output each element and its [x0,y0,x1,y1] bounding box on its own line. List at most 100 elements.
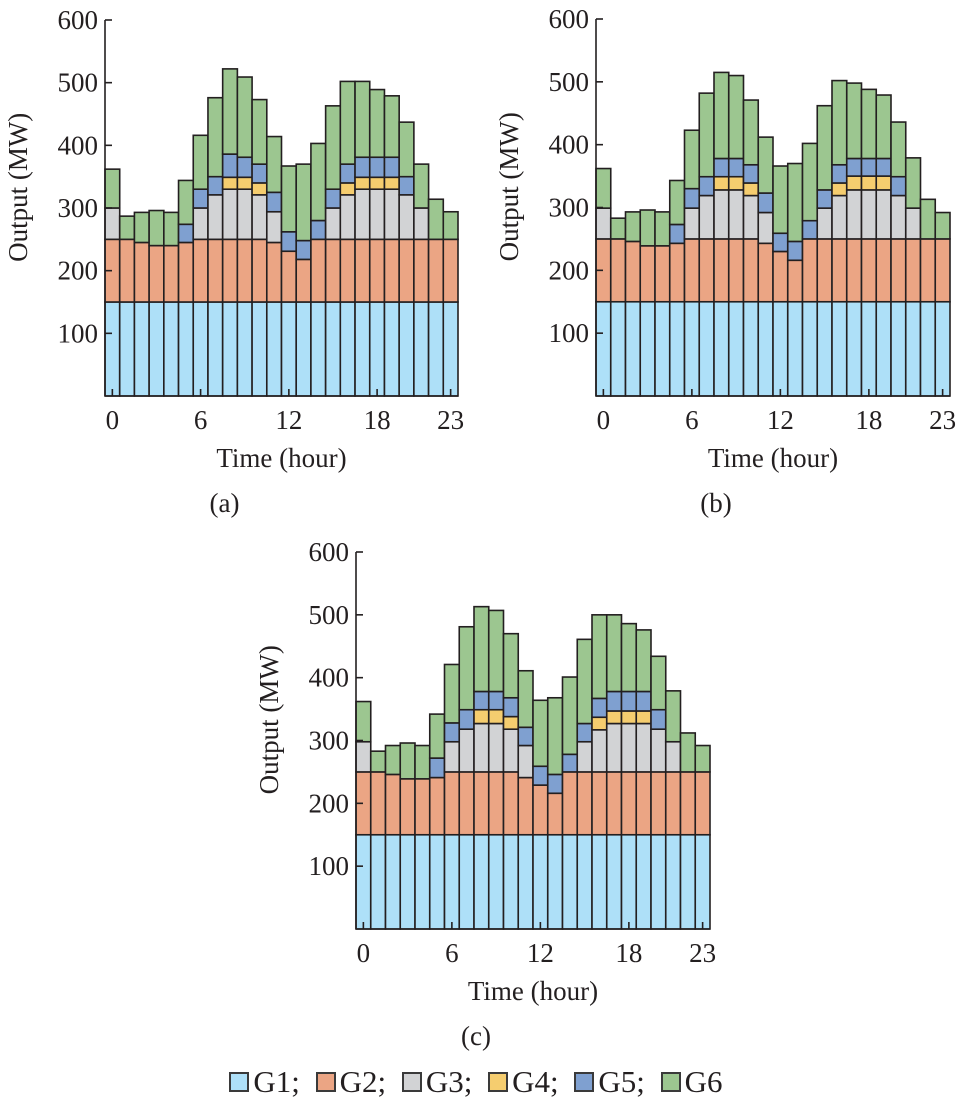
bar-segment-g2-hour-9 [487,771,505,836]
bar-segment-g2-hour-9 [236,238,253,303]
bar-segment-g3-hour-20 [650,728,667,773]
bar-segment-g5-hour-18 [368,156,386,179]
bar-segment-g1-hour-13 [546,833,564,930]
bar-segment-g1-hour-14 [561,833,579,930]
bar-segment-g3-hour-9 [236,188,253,241]
bar-segment-g5-hour-9 [236,156,253,179]
bar-segment-g6-hour-4 [163,211,180,247]
bar-segment-g2-hour-14 [310,238,327,303]
bar-segment-g4-hour-19 [383,176,400,190]
y-tick-label: 300 [309,726,350,756]
bar-segment-g1-hour-14 [801,300,819,397]
bar-segment-g3-hour-15 [576,740,593,773]
bar-segment-g2-hour-4 [654,245,671,303]
x-axis-title: Time (hour) [216,443,346,473]
bar-segment-g1-hour-5 [428,833,446,930]
bar-segment-g1-hour-9 [727,300,745,397]
y-tick-label: 200 [549,255,590,285]
bar-segment-g3-hour-18 [620,722,638,773]
bar-segment-g1-hour-1 [369,833,387,930]
bar-segment-g3-hour-11 [757,211,774,245]
bar-segment-g2-hour-17 [605,771,623,836]
bar-segment-g1-hour-2 [133,301,150,397]
bar-segment-g1-hour-13 [295,301,312,397]
bar-segment-g3-hour-18 [368,188,386,241]
bar-segment-g6-hour-4 [414,744,431,780]
bar-segment-g2-hour-5 [177,241,195,303]
bar-segment-g1-hour-12 [772,300,789,397]
bar-segment-g2-hour-22 [919,238,937,303]
bar-segment-g5-hour-17 [605,690,623,712]
bar-segment-g6-hour-1 [609,217,627,240]
bar-segment-g5-hour-10 [502,696,520,718]
bar-segment-g1-hour-22 [427,301,445,397]
bar-segment-g2-hour-6 [443,771,461,836]
bar-segment-g2-hour-15 [576,771,593,836]
bar-segment-g3-hour-19 [635,722,652,773]
bar-segment-g2-hour-8 [473,771,490,836]
bar-segment-g5-hour-15 [324,188,342,209]
bar-segment-g2-hour-11 [757,242,774,303]
bar-segment-g6-hour-6 [683,129,701,190]
bar-segment-g2-hour-20 [398,238,415,303]
bar-segment-g1-hour-16 [831,300,848,397]
bar-segment-g4-hour-18 [860,175,878,191]
bar-segment-g1-hour-15 [576,833,593,930]
bar-segment-g3-hour-0 [355,740,372,773]
bar-segment-g4-hour-8 [473,708,490,725]
bar-segment-g2-hour-15 [816,238,833,303]
bar-segment-g5-hour-19 [875,157,892,177]
legend-item-g1: G1; [229,1064,300,1100]
bar-segment-g6-hour-21 [413,163,430,209]
bar-segment-g1-hour-17 [605,833,623,930]
bar-segment-g3-hour-0 [104,207,121,241]
bar-segment-g4-hour-17 [605,710,623,725]
bar-segment-g2-hour-4 [163,244,180,303]
bar-segment-g5-hour-11 [265,191,283,213]
bar-segment-g2-hour-23 [442,238,459,303]
bar-segment-g6-hour-3 [639,209,656,247]
bar-segment-g3-hour-9 [727,189,745,240]
bar-segment-g4-hour-17 [845,175,863,191]
bar-segment-g4-hour-9 [236,176,253,190]
x-tick-label: 6 [685,405,699,435]
bar-segment-g6-hour-16 [339,80,356,165]
bar-segment-g6-hour-2 [624,211,642,243]
bar-segment-g1-hour-6 [443,833,461,930]
y-tick-label: 400 [58,130,99,160]
x-tick-label: 23 [437,405,464,435]
bar-segment-g6-hour-8 [713,71,730,160]
bar-segment-g4-hour-9 [487,708,505,725]
bar-segment-g6-hour-14 [310,142,327,222]
bar-segment-g1-hour-1 [118,301,136,397]
bar-segment-g2-hour-2 [624,240,642,303]
bar-segment-g6-hour-19 [635,629,652,693]
bar-segment-g4-hour-10 [502,715,520,730]
bar-segment-g1-hour-15 [324,301,342,397]
bar-segment-g6-hour-8 [221,68,239,155]
bar-segment-g5-hour-14 [561,753,579,773]
bar-segment-g3-hour-16 [831,194,848,240]
y-tick-label: 500 [58,68,99,98]
bar-segment-g3-hour-6 [192,207,209,241]
bar-segment-g1-hour-6 [192,301,209,397]
y-tick-label: 100 [549,318,590,348]
bar-segment-g2-hour-16 [591,771,608,836]
bar-segment-g3-hour-21 [413,207,430,241]
bar-segment-g6-hour-10 [251,98,268,165]
bar-segment-g3-hour-10 [251,194,268,241]
bar-segment-g1-hour-18 [620,833,638,930]
bar-segment-g2-hour-6 [683,238,701,303]
bar-segment-g6-hour-16 [591,614,608,700]
bar-segment-g3-hour-7 [458,728,475,773]
bar-segment-g1-hour-20 [890,300,907,397]
bar-segment-g6-hour-23 [442,210,459,241]
bar-segment-g1-hour-11 [757,300,774,397]
bar-segment-g1-hour-21 [664,833,682,930]
bar-segment-g3-hour-7 [698,194,715,240]
bar-segment-g2-hour-18 [368,238,386,303]
bar-segment-g5-hour-20 [650,708,667,730]
y-tick-label: 400 [549,130,590,160]
bar-segment-g1-hour-19 [635,833,652,930]
bar-segment-g5-hour-14 [310,219,327,241]
